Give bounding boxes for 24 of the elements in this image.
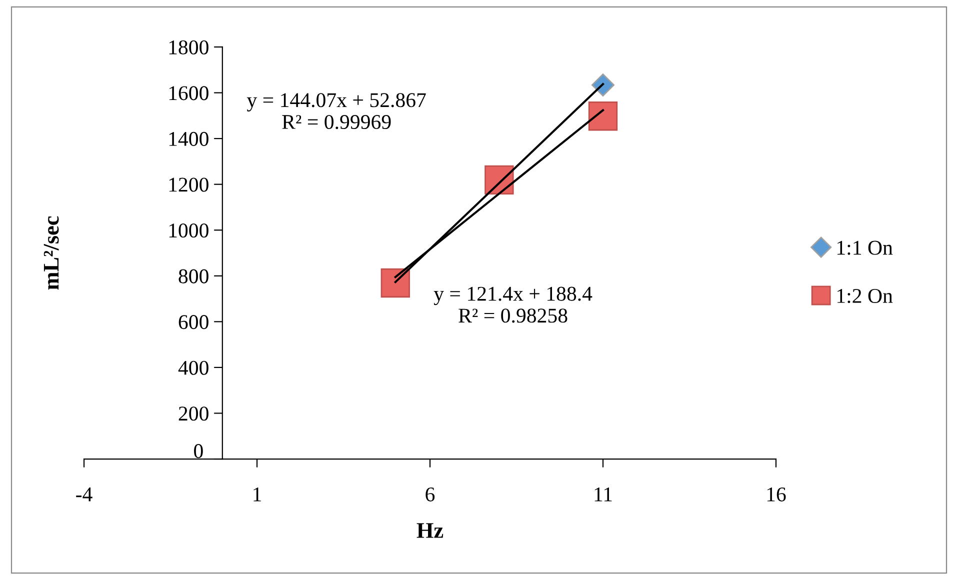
point xyxy=(380,268,410,298)
y-tick-label: 200 xyxy=(178,406,208,421)
y-tick-label: 600 xyxy=(178,315,208,330)
x-tick-label: 16 xyxy=(767,487,786,502)
legend-label: 1:1 On xyxy=(837,240,893,255)
x-tick-label: -4 xyxy=(76,488,92,502)
y-tick-label: 400 xyxy=(178,360,208,375)
point xyxy=(588,102,618,131)
y-tick-label: 1200 xyxy=(169,178,208,192)
x-tick-label: 6 xyxy=(426,487,435,502)
annotation: y = 121.4x + 188.4 R² = 0.98258 xyxy=(434,286,592,323)
annotation: y = 144.07x + 52.867 R² = 0.99969 xyxy=(246,93,426,130)
y-tick-label: 1800 xyxy=(169,40,208,54)
y-axis-title: mL²/sec xyxy=(44,216,59,290)
y-tick-label: 1600 xyxy=(169,86,208,100)
x-tick-label: 1 xyxy=(254,487,261,502)
y-tick-label: 0 xyxy=(194,444,203,458)
legend-label: 1:2 On xyxy=(837,288,893,304)
y-tick-label: 1400 xyxy=(169,132,208,146)
x-axis-title: Hz xyxy=(416,523,444,538)
y-tick-label: 800 xyxy=(178,269,208,284)
y-tick-label: 1000 xyxy=(169,223,208,238)
x-tick-label: 11 xyxy=(594,487,612,502)
point xyxy=(591,73,614,96)
